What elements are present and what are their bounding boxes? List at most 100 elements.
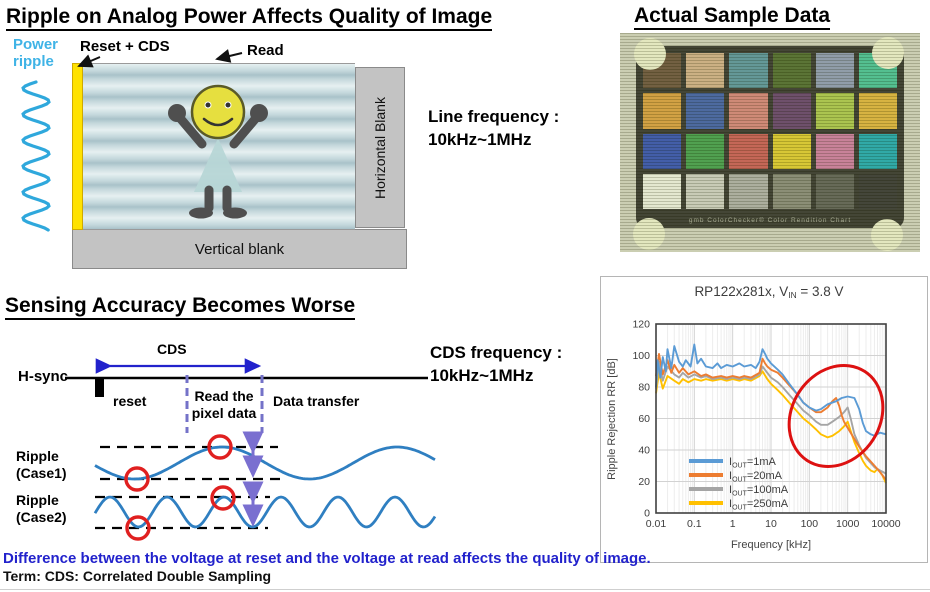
read-label: Read — [247, 42, 284, 59]
color-swatch — [772, 133, 811, 169]
color-swatch — [858, 93, 897, 129]
color-swatch — [643, 93, 682, 129]
svg-text:120: 120 — [632, 319, 650, 331]
legend-label: IOUT=100mA — [729, 484, 789, 498]
chart-curves-layer — [655, 343, 887, 484]
svg-text:100: 100 — [801, 518, 819, 530]
line-frequency-text: Line frequency : 10kHz~1MHz — [428, 107, 560, 149]
color-swatch — [686, 133, 725, 169]
color-swatch — [772, 93, 811, 129]
color-swatch — [686, 93, 725, 129]
cds-frequency-text: CDS frequency : 10kHz~1MHz — [430, 343, 563, 385]
timing-diagram-svg — [65, 358, 437, 541]
section-title-sample: Actual Sample Data — [634, 4, 831, 31]
sample-marker-circle — [124, 466, 150, 492]
svg-text:60: 60 — [638, 413, 650, 425]
read-callout-arrow — [215, 49, 243, 63]
svg-text:1000: 1000 — [836, 518, 860, 530]
color-swatch — [815, 93, 854, 129]
reset-label: reset — [113, 393, 147, 409]
read-pixel-label: Read the pixel data — [191, 388, 257, 421]
data-transfer-label: Data transfer — [273, 393, 360, 409]
svg-text:0: 0 — [644, 508, 650, 520]
color-swatch — [686, 53, 725, 89]
svg-text:40: 40 — [638, 445, 650, 457]
footer-highlight-text: Difference between the voltage at reset … — [3, 550, 651, 567]
chart-ylabel: Ripple Rejection RR [dB] — [606, 358, 618, 480]
color-checker-photo: gmb ColorChecker® Color Rendition Chart — [620, 33, 920, 252]
color-swatch — [772, 53, 811, 89]
corner-marker — [634, 38, 666, 70]
smiley-person-icon — [168, 84, 268, 219]
svg-text:1: 1 — [730, 518, 736, 530]
chart-series-1m — [655, 343, 887, 437]
plot-border — [655, 323, 887, 514]
color-checker-caption: gmb ColorChecker® Color Rendition Chart — [688, 217, 852, 224]
chart-plot-svg: 0.01 0.1 1 10 100 1000 10000 0 20 40 60 80 100 120 IO… — [606, 319, 901, 552]
reset-callout-arrow — [77, 54, 101, 68]
chart-title-sub: IN — [788, 290, 797, 301]
color-swatch-grid — [643, 53, 897, 209]
ripple-rejection-chart: RP122x281x, VIN = 3.8 V 0.01 0.1 1 10 100 100… — [600, 276, 928, 563]
svg-text:0.01: 0.01 — [646, 518, 667, 530]
color-swatch — [858, 133, 897, 169]
power-ripple-wave — [21, 80, 51, 232]
chart-series-20m — [655, 352, 887, 481]
color-swatch — [772, 173, 811, 209]
ripple-case1-label: Ripple (Case1) — [16, 448, 67, 481]
legend-label: IOUT=250mA — [729, 498, 789, 512]
svg-text:10000: 10000 — [871, 518, 900, 530]
hsync-pulse — [95, 378, 104, 397]
vertical-blank-label: Vertical blank — [194, 240, 285, 258]
legend-label: IOUT=1mA — [729, 456, 777, 470]
color-swatch — [643, 173, 682, 209]
color-swatch — [729, 133, 768, 169]
sample-marker-circle — [125, 515, 151, 541]
ripple-case2-wave — [93, 495, 437, 529]
chart-title-suffix: = 3.8 V — [796, 284, 844, 299]
chart-series-100m — [655, 360, 887, 475]
chart-tick-labels: 0.01 0.1 1 10 100 1000 10000 0 20 40 60 80 100 120 — [632, 319, 900, 531]
legend-label: IOUT=20mA — [729, 470, 783, 484]
color-swatch — [815, 133, 854, 169]
sample-title: Actual Sample Data — [634, 4, 831, 31]
sensing-title: Sensing Accuracy Becomes Worse — [5, 294, 356, 321]
sample-marker-circle — [210, 485, 236, 511]
color-swatch — [729, 173, 768, 209]
svg-text:10: 10 — [765, 518, 777, 530]
sample-marker-circle — [207, 434, 233, 460]
power-ripple-label: Power ripple — [13, 36, 59, 71]
svg-text:20: 20 — [638, 476, 650, 488]
bottom-rule — [0, 589, 930, 590]
ripple-case2-label: Ripple (Case2) — [16, 492, 67, 525]
section-title-ripple: Ripple on Analog Power Affects Quality o… — [6, 5, 493, 32]
color-swatch — [858, 173, 897, 209]
page-title: Ripple on Analog Power Affects Quality o… — [6, 5, 493, 32]
color-swatch — [686, 173, 725, 209]
chart-xlabel: Frequency [kHz] — [731, 539, 811, 551]
hsync-label: H-sync — [18, 368, 69, 385]
section-title-sensing: Sensing Accuracy Becomes Worse — [5, 294, 356, 321]
svg-text:80: 80 — [638, 382, 650, 394]
chart-title-prefix: RP122x281x, V — [694, 284, 789, 299]
highlight-ellipse — [787, 364, 885, 468]
color-swatch — [729, 53, 768, 89]
horizontal-blank-region: Horizontal Blank — [355, 67, 405, 228]
corner-marker — [872, 37, 904, 69]
corner-marker — [871, 219, 903, 251]
svg-text:0.1: 0.1 — [687, 518, 702, 530]
color-checker-panel: gmb ColorChecker® Color Rendition Chart — [636, 46, 904, 228]
reset-cds-label: Reset + CDS — [80, 38, 170, 55]
ripple-case1-wave — [94, 445, 436, 481]
svg-text:100: 100 — [632, 350, 650, 362]
corner-marker — [633, 218, 665, 250]
color-swatch — [729, 93, 768, 129]
color-swatch — [815, 173, 854, 209]
footer-term-text: Term: CDS: Correlated Double Sampling — [3, 568, 272, 584]
color-swatch — [643, 133, 682, 169]
cds-label: CDS — [157, 341, 187, 357]
sensor-annotations-svg — [21, 49, 243, 232]
chart-series-250m — [655, 370, 887, 484]
